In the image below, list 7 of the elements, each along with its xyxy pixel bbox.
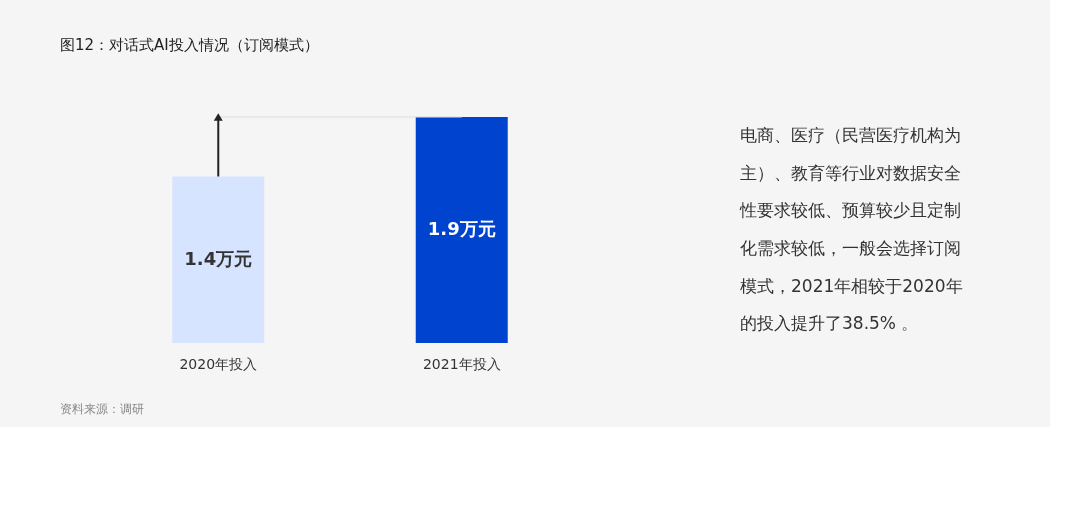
x-tick-label: 2020年投入	[179, 355, 258, 372]
data-label: 1.4万元	[184, 247, 253, 269]
text: 资料来源：调研	[60, 402, 144, 416]
text: 电商、医疗（民营医疗机构为主）、教育等行业对数据安全性要求较低、预算较少且定制化需求较低，一般会选择订阅模式，2021年相较于2020年的投入提升了38.5% 。	[739, 124, 963, 334]
data-label: 1.9万元	[427, 218, 496, 239]
x-tick-label: 2021年投入	[422, 355, 501, 372]
chart-title: 图12：对话式AI投入情况（订阅模式）	[60, 36, 319, 55]
